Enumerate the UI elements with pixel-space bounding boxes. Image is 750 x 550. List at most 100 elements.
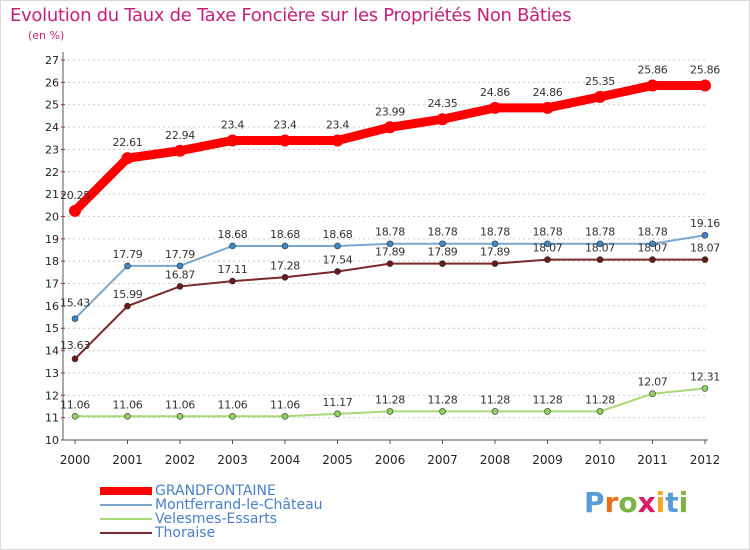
data-label: 11.06 [113,398,143,411]
x-tick-label: 2012 [690,453,721,467]
data-point [699,79,711,92]
y-tick-label: 16 [45,300,59,313]
data-label: 15.99 [113,288,143,301]
x-tick-label: 2002 [165,453,196,467]
y-tick-label: 11 [45,412,59,425]
data-point [229,413,236,420]
data-point [334,410,341,418]
data-label: 17.11 [218,263,248,276]
data-label: 24.35 [428,97,458,110]
y-tick-label: 22 [45,166,59,179]
data-label: 13.63 [60,339,90,352]
data-label: 17.89 [480,246,510,259]
data-point [176,283,184,290]
data-point [439,260,446,267]
data-point [71,413,79,420]
data-point [701,385,709,392]
legend-swatch [100,532,152,534]
data-point [491,240,499,248]
legend-swatch [100,487,152,495]
data-label: 12.07 [638,376,668,389]
data-label: 23.4 [273,118,297,131]
data-label: 18.78 [480,226,510,239]
data-point [489,101,501,114]
data-point [436,113,449,126]
data-label: 23.99 [375,105,405,118]
data-point [124,413,131,420]
data-label: 17.28 [270,259,300,272]
data-label: 11.28 [428,393,458,406]
logo-letter: r [604,486,619,519]
y-tick-label: 12 [45,389,59,402]
data-label: 18.78 [428,226,458,239]
data-point [596,408,604,415]
data-point [544,240,551,248]
data-point [124,302,131,310]
data-label: 18.07 [585,242,615,255]
legend-swatch [100,518,152,520]
legend-label: Thoraise [155,525,216,541]
data-point [541,101,554,114]
data-point [386,408,394,415]
data-label: 18.07 [690,242,720,255]
data-point [491,260,499,267]
data-point [491,408,499,415]
data-label: 11.17 [323,396,353,409]
data-label: 18.78 [585,226,615,239]
data-point [176,413,184,420]
x-tick-label: 2003 [217,453,248,467]
data-point [69,204,81,217]
data-point [544,408,551,415]
y-tick-label: 10 [45,434,59,447]
data-label: 17.79 [113,248,143,261]
data-label: 18.07 [533,242,563,255]
y-tick-label: 26 [45,76,59,89]
data-point [649,390,656,398]
y-tick-label: 27 [45,54,59,67]
data-label: 17.89 [375,246,405,259]
data-point [701,256,709,263]
data-point [544,256,551,263]
data-point [71,355,79,363]
data-label: 24.86 [480,86,510,99]
unit-label: (en %) [28,29,65,42]
y-tick-label: 21 [45,188,59,201]
data-label: 25.35 [585,75,615,88]
data-point [386,240,394,248]
y-tick-label: 13 [45,367,59,380]
x-tick-label: 2008 [480,453,511,467]
data-label: 18.68 [323,228,353,241]
data-label: 23.4 [221,118,245,131]
legend-swatch [100,504,152,506]
data-label: 25.86 [690,63,720,76]
logo-letter: P [584,486,605,519]
data-label-layer: 20.25 22.61 22.94 23.4 23.4 23.4 23.99 24.35 24.… [60,63,721,411]
data-point [174,144,186,157]
legend-label: Velesmes-Essarts [155,511,278,527]
legend-label: Montferrand-le-Château [155,497,323,513]
x-tick-label: 2001 [112,453,143,467]
series-layer [69,79,711,420]
data-label: 22.94 [165,129,195,142]
data-label: 15.43 [60,297,90,310]
data-point [596,240,604,248]
y-tick-label: 15 [45,322,59,335]
logo-letter: o [618,486,638,519]
data-label: 17.54 [323,253,353,266]
data-label: 22.61 [113,136,143,149]
data-point [331,134,344,147]
data-point [281,242,289,250]
data-label: 23.4 [326,118,350,131]
data-label: 20.25 [60,189,90,202]
logo-letter: t [665,486,679,519]
data-label: 24.86 [533,86,563,99]
x-tick-label: 2004 [270,453,301,467]
data-point [439,408,446,415]
data-label: 18.78 [533,226,563,239]
data-label: 17.89 [428,246,458,259]
data-point [334,242,341,250]
y-tick-label: 25 [45,99,59,112]
data-point [281,413,289,420]
data-point [229,277,236,285]
